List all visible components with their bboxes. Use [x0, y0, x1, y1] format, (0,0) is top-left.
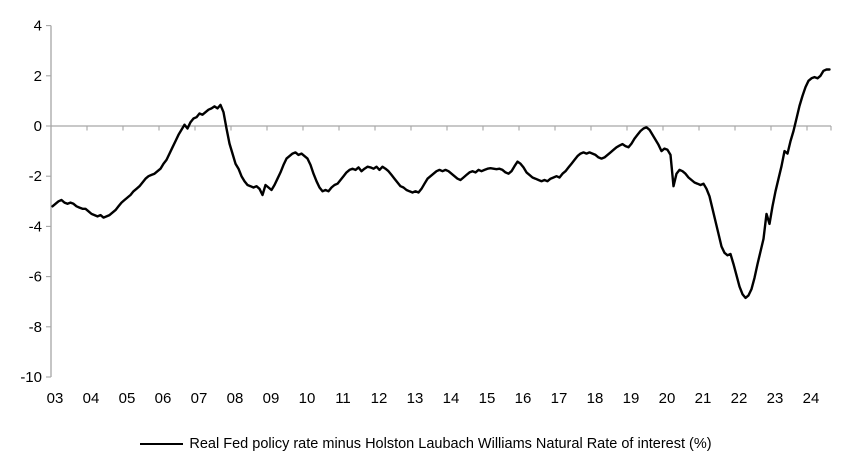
x-axis-label: 13	[407, 390, 424, 407]
y-axis-label: -2	[29, 168, 42, 185]
y-axis-label: -10	[20, 369, 42, 386]
x-axis-label: 05	[119, 390, 136, 407]
x-axis-label: 03	[47, 390, 64, 407]
x-axis-label: 12	[371, 390, 388, 407]
y-axis-label: 2	[34, 68, 42, 85]
x-axis-label: 09	[263, 390, 280, 407]
x-axis-label: 17	[551, 390, 568, 407]
x-axis-label: 07	[191, 390, 208, 407]
legend-line-swatch	[140, 443, 184, 445]
x-axis-label: 08	[227, 390, 244, 407]
y-axis-label: -6	[29, 269, 42, 286]
x-axis-label: 23	[767, 390, 784, 407]
x-axis-label: 19	[623, 390, 640, 407]
x-axis-label: 18	[587, 390, 604, 407]
x-axis-label: 14	[443, 390, 460, 407]
x-axis-label: 06	[155, 390, 172, 407]
x-axis-label: 15	[479, 390, 496, 407]
x-axis-label: 10	[299, 390, 316, 407]
x-axis-label: 16	[515, 390, 532, 407]
series-line	[51, 68, 831, 300]
y-axis-label: 0	[34, 118, 42, 135]
legend-label: Real Fed policy rate minus Holston Lauba…	[189, 436, 712, 452]
x-axis-label: 20	[659, 390, 676, 407]
x-axis-label: 24	[803, 390, 820, 407]
x-axis-label: 21	[695, 390, 712, 407]
x-axis-label: 11	[335, 390, 351, 407]
legend: Real Fed policy rate minus Holston Lauba…	[0, 433, 852, 455]
y-axis-label: 4	[34, 18, 42, 35]
x-axis-label: 04	[83, 390, 100, 407]
y-axis-label: -4	[29, 218, 42, 235]
x-axis-label: 22	[731, 390, 748, 407]
y-axis-label: -8	[29, 319, 42, 336]
